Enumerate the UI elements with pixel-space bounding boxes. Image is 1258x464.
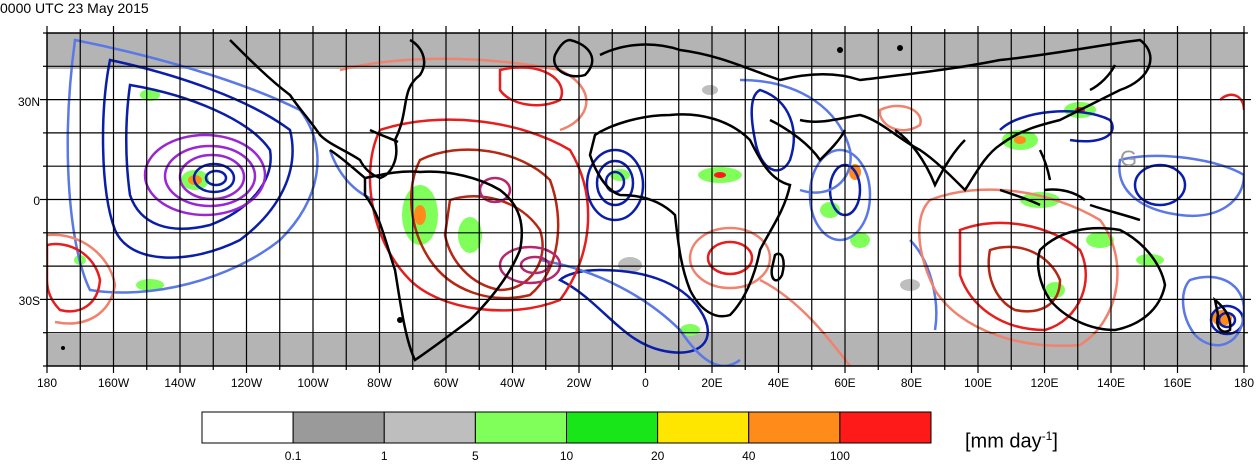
- islands: [61, 45, 903, 350]
- lon-label: 160E: [1163, 376, 1191, 390]
- colorbar-label: 5: [472, 449, 479, 463]
- lon-label: 40E: [768, 376, 789, 390]
- lon-label: 0: [642, 376, 649, 390]
- colorbar-label: 100: [830, 449, 850, 463]
- colorbar-swatch: [566, 411, 659, 444]
- colorbar-swatch: [292, 411, 385, 444]
- colorbar-swatch: [383, 411, 476, 444]
- lon-label: 100W: [297, 376, 329, 390]
- lon-label: 160W: [98, 376, 130, 390]
- lon-label: 20E: [701, 376, 722, 390]
- axis-ticks: [40, 26, 1251, 373]
- lon-label: 140W: [164, 376, 196, 390]
- lon-label: 40W: [500, 376, 525, 390]
- lon-label: 180: [1234, 376, 1254, 390]
- lat-label-30s: 30S: [19, 294, 40, 308]
- colorbar-swatch: [839, 411, 932, 444]
- lat-lon-grid: [47, 33, 1244, 366]
- colorbar: 0.1 1 5 10 20 40 100: [201, 411, 932, 463]
- lon-label: 120E: [1030, 376, 1058, 390]
- red-contours: [47, 57, 1244, 366]
- colorbar-label: 20: [651, 449, 665, 463]
- colorbar-swatch: [201, 411, 294, 444]
- lat-label-30n: 30N: [18, 95, 40, 109]
- lon-label: 180: [37, 376, 57, 390]
- lon-label: 140E: [1097, 376, 1125, 390]
- lon-label: 100E: [964, 376, 992, 390]
- lon-label: 20W: [567, 376, 592, 390]
- colorbar-units: [mm day-1]: [965, 429, 1058, 453]
- colorbar-label: 1: [381, 449, 388, 463]
- lon-label: 60E: [834, 376, 855, 390]
- lon-label: 120W: [231, 376, 263, 390]
- colorbar-label: 10: [560, 449, 574, 463]
- blue-contours: [66, 38, 1244, 366]
- lon-labels: 180 160W 140W 120W 100W 80W 60W 40W 20W 0 20E 40E 60…: [37, 376, 1254, 390]
- lat-label-eq: 0: [33, 194, 40, 208]
- colorbar-label: 0.1: [285, 449, 302, 463]
- overlay-letter: G: [1120, 146, 1137, 171]
- colorbar-label: 40: [742, 449, 756, 463]
- colorbar-swatch: [474, 411, 567, 444]
- lon-label: 80E: [901, 376, 922, 390]
- coastlines: [229, 38, 1232, 362]
- colorbar-swatch: [748, 411, 841, 444]
- lon-label: 80W: [367, 376, 392, 390]
- colorbar-swatch: [657, 411, 750, 444]
- lon-label: 60W: [434, 376, 459, 390]
- map-title: 0000 UTC 23 May 2015: [0, 0, 149, 16]
